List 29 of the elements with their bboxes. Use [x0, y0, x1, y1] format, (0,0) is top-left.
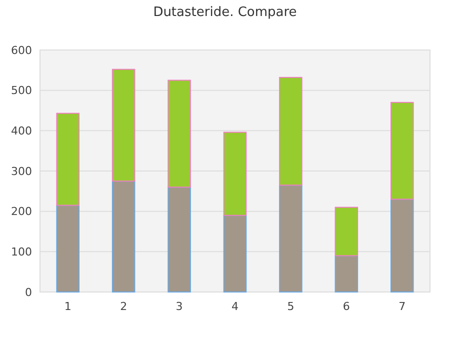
y-tick-label: 200	[11, 205, 32, 218]
x-tick-label: 4	[232, 300, 238, 313]
bar	[56, 204, 80, 292]
y-tick-label: 300	[11, 164, 32, 178]
bar	[223, 132, 247, 216]
bar	[56, 112, 80, 206]
bar	[168, 80, 191, 188]
bar	[390, 198, 414, 292]
y-tick-label: 100	[11, 246, 32, 259]
bar	[279, 184, 302, 292]
bar	[112, 180, 136, 292]
y-tick-label: 600	[11, 44, 32, 57]
bar	[390, 102, 414, 200]
bar	[168, 186, 191, 292]
chart-title: Dutasteride. Compare	[153, 5, 297, 20]
bar	[223, 214, 247, 292]
y-tick-label: 400	[11, 124, 32, 138]
bar	[279, 76, 302, 186]
x-tick-label: 6	[342, 300, 350, 313]
y-tick-label: 0	[25, 286, 32, 299]
y-tick-label: 500	[11, 84, 32, 98]
bar	[334, 255, 358, 292]
x-tick-label: 5	[287, 300, 294, 313]
x-tick-label: 1	[64, 300, 72, 313]
bar	[112, 68, 136, 182]
x-tick-label: 3	[176, 300, 183, 313]
x-tick-label: 7	[398, 300, 406, 313]
x-tick-label: 2	[120, 300, 128, 313]
bar	[334, 206, 358, 256]
